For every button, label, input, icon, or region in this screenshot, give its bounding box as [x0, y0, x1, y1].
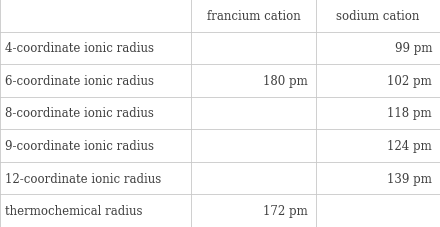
Text: francium cation: francium cation: [207, 10, 301, 23]
Text: 6-coordinate ionic radius: 6-coordinate ionic radius: [5, 75, 154, 88]
Text: 124 pm: 124 pm: [387, 139, 432, 152]
Text: 9-coordinate ionic radius: 9-coordinate ionic radius: [5, 139, 154, 152]
Text: 8-coordinate ionic radius: 8-coordinate ionic radius: [5, 107, 154, 120]
Text: 172 pm: 172 pm: [263, 204, 308, 217]
Text: 118 pm: 118 pm: [388, 107, 432, 120]
Text: thermochemical radius: thermochemical radius: [5, 204, 143, 217]
Text: 180 pm: 180 pm: [263, 75, 308, 88]
Text: 102 pm: 102 pm: [387, 75, 432, 88]
Text: 12-coordinate ionic radius: 12-coordinate ionic radius: [5, 172, 161, 185]
Text: 4-coordinate ionic radius: 4-coordinate ionic radius: [5, 42, 154, 55]
Text: 99 pm: 99 pm: [395, 42, 432, 55]
Text: 139 pm: 139 pm: [387, 172, 432, 185]
Text: sodium cation: sodium cation: [336, 10, 420, 23]
